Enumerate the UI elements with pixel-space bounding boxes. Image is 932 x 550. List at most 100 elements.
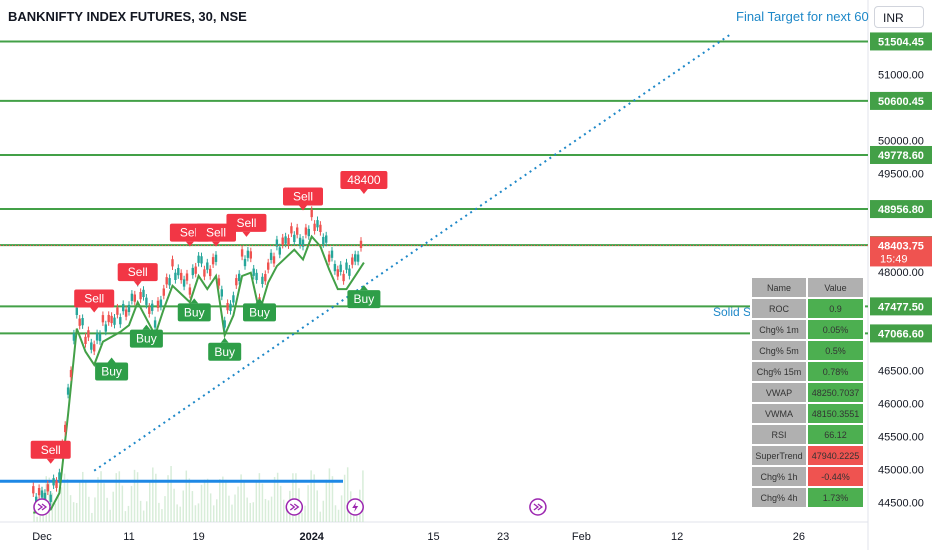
y-tick-label: 46000.00: [878, 399, 924, 411]
volume-bar: [301, 512, 303, 522]
candle-body: [354, 254, 357, 262]
volume-bar: [88, 496, 90, 522]
volume-bar: [313, 474, 315, 522]
candle-body: [159, 299, 163, 307]
candle-body: [171, 259, 174, 267]
signal-label: Buy: [354, 292, 375, 306]
volume-bar: [57, 495, 60, 522]
volume-bar: [94, 497, 96, 522]
volume-bar: [185, 470, 188, 522]
stats-name-cell: SuperTrend: [752, 446, 806, 465]
candle-body: [293, 234, 296, 243]
candle-body: [49, 494, 52, 502]
volume-bar: [191, 491, 194, 522]
volume-bar: [325, 479, 328, 522]
volume-bar: [170, 466, 172, 522]
signal-pointer: [299, 205, 307, 211]
volume-bar: [346, 467, 349, 522]
volume-bar: [261, 483, 264, 522]
signal-label: Buy: [249, 305, 270, 319]
candle-body: [226, 303, 229, 311]
stats-row: Chg% 15m 0.78%: [752, 362, 863, 381]
y-tick-label: 46500.00: [878, 366, 924, 378]
signal-box: [30, 440, 71, 459]
signal-box: [208, 342, 242, 361]
currency-selector[interactable]: INR: [874, 6, 924, 28]
volume-bar: [182, 490, 185, 522]
y-tick-label: 45000.00: [878, 464, 924, 476]
candle-body: [78, 318, 81, 326]
volume-bar: [328, 468, 331, 522]
candle-body: [255, 272, 258, 281]
volume-bar: [155, 473, 157, 522]
stats-name-cell: VWAP: [752, 383, 806, 402]
candle-body: [95, 333, 99, 341]
candle-body: [243, 258, 247, 267]
volume-bar: [164, 496, 166, 522]
volume-bar: [252, 502, 255, 522]
level-label: 49778.60: [878, 150, 924, 162]
candle-body: [194, 266, 197, 274]
candle-body: [180, 272, 183, 281]
volume-bar: [69, 495, 72, 522]
candle-body: [339, 264, 342, 272]
sell-signal: Sell: [283, 187, 323, 211]
candle-body: [133, 294, 136, 302]
candle-body: [46, 484, 49, 492]
candle-body: [238, 273, 241, 282]
candle-body: [356, 254, 360, 262]
candle-body: [322, 236, 325, 245]
candle-body: [122, 303, 125, 312]
candle-body: [37, 488, 41, 496]
candle-body: [127, 304, 131, 313]
candle-body: [296, 227, 299, 235]
stats-value-cell: 47940.2225: [808, 446, 863, 465]
volume-bar: [176, 504, 178, 522]
candle-body: [55, 480, 58, 488]
candle-body: [200, 256, 203, 264]
candle-body: [301, 239, 305, 247]
candle-body: [246, 250, 250, 258]
candle-body: [119, 317, 122, 325]
volume-bar: [307, 485, 309, 522]
candle-body: [261, 276, 264, 285]
buy-signal: Buy: [129, 324, 163, 348]
stats-value-cell: 48250.7037: [808, 383, 863, 402]
candle-body: [235, 278, 238, 286]
volume-bar: [228, 495, 230, 522]
volume-bar: [362, 470, 364, 522]
buy-signal: Buy: [208, 337, 242, 361]
volume-bar: [316, 490, 318, 522]
signal-box: [283, 187, 323, 206]
candle-body: [203, 269, 206, 277]
candle-body: [281, 237, 284, 245]
signal-box: [226, 213, 267, 232]
volume-bar: [216, 499, 218, 522]
volume-bar: [45, 476, 47, 522]
volume-bar: [319, 511, 322, 522]
stats-row: Chg% 4h 1.73%: [752, 488, 863, 507]
signal-pointer: [220, 337, 229, 343]
level-tag: [870, 91, 932, 110]
buy-signal: Buy: [177, 298, 211, 322]
volume-bar: [337, 509, 340, 522]
solid-support-label: Solid S: [713, 305, 752, 319]
candle-body: [188, 287, 192, 295]
signal-pointer: [190, 298, 199, 304]
level-label: 48956.80: [878, 204, 924, 216]
candle-body: [113, 317, 116, 325]
volume-bars: [33, 466, 364, 522]
last-price-label: 48403.75: [878, 240, 924, 252]
candle-body: [220, 289, 223, 297]
candle-body: [101, 315, 105, 323]
x-tick-label: 15: [427, 531, 439, 543]
stats-name-cell: Chg% 4h: [752, 488, 806, 507]
stats-row: RSI 66.12: [752, 425, 863, 444]
candle-body: [232, 295, 235, 303]
volume-bar: [152, 467, 154, 522]
candle-body: [223, 320, 226, 328]
candle-body: [64, 424, 67, 433]
volume-bar: [72, 502, 75, 522]
candle-body: [104, 324, 107, 332]
